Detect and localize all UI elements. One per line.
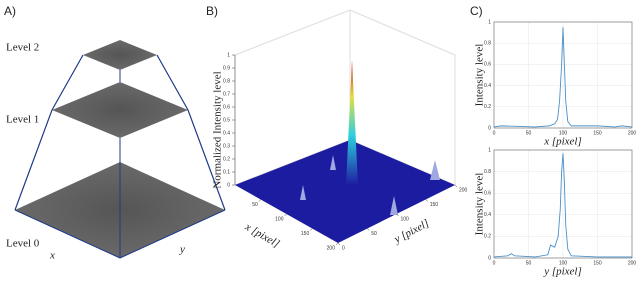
y-tick-label: 100 <box>401 216 410 222</box>
x-tick <box>310 228 313 231</box>
x-tick <box>258 199 261 202</box>
y-tick-label: 0.2 <box>484 104 491 110</box>
x-tick-label: 200 <box>628 130 637 136</box>
y-tick <box>396 213 399 217</box>
level-label: Level 1 <box>6 114 39 126</box>
y-tick-label: 0 <box>342 245 345 251</box>
x-tick-label: 150 <box>301 231 310 237</box>
y-tick-label: 50 <box>371 231 377 237</box>
surface-floor <box>235 140 455 243</box>
x-tick <box>335 242 339 246</box>
y-tick <box>454 184 458 188</box>
noise-peak <box>330 155 336 170</box>
x-axis-label: x [pixel] <box>242 221 281 251</box>
plot-frame <box>493 21 633 129</box>
x-axis-label: x [pixel] <box>543 136 582 148</box>
level-1-plane <box>52 82 188 138</box>
y-tick <box>337 242 341 246</box>
surface-peak <box>346 60 358 185</box>
z-tick-label: 0.1 <box>223 169 230 175</box>
edge-line <box>156 54 226 211</box>
y-tick-label: 1 <box>488 19 491 25</box>
z-tick-label: 0.7 <box>223 91 230 97</box>
axis-line <box>14 209 121 259</box>
level-label: Level 2 <box>6 42 39 54</box>
y-axis-label: Intensity level <box>474 44 486 107</box>
axis-line <box>119 209 226 259</box>
x-tick-label: 150 <box>593 130 602 136</box>
panel-label: A) <box>4 4 16 18</box>
y-tick-label: 0.8 <box>484 169 491 175</box>
z-tick-label: 0 <box>227 182 230 188</box>
noise-peak <box>300 185 306 200</box>
z-tick-label: 0.9 <box>223 65 230 71</box>
panel-label: C) <box>470 4 483 18</box>
z-tick-label: 0.6 <box>223 104 230 110</box>
data-line <box>493 153 632 258</box>
panel-label: B) <box>206 4 218 18</box>
y-tick-label: 0.6 <box>484 191 491 197</box>
y-tick-label: 0.4 <box>484 83 491 89</box>
z-tick-label: 0.8 <box>223 78 230 84</box>
y-tick-label: 0 <box>488 255 491 261</box>
z-tick-label: 0.3 <box>223 143 230 149</box>
x-tick-label: 50 <box>526 260 532 266</box>
x-tick-label: 50 <box>252 202 258 208</box>
y-tick-label: 1 <box>488 147 491 153</box>
z-tick-label: 1 <box>227 52 230 58</box>
x-tick-label: 100 <box>559 130 568 136</box>
z-tick-label: 0.2 <box>223 156 230 162</box>
x-tick-label: 200 <box>327 245 336 251</box>
x-tick-label: 0 <box>493 130 496 136</box>
z-tick-label: 0.5 <box>223 117 230 123</box>
level-label: Level 0 <box>6 238 40 250</box>
y-tick-label: 0.6 <box>484 62 491 68</box>
axis-label: y <box>179 244 185 256</box>
y-tick <box>425 199 428 202</box>
edge-line <box>14 54 84 211</box>
z-tick-label: 0.4 <box>223 130 230 136</box>
x-tick-label: 100 <box>559 260 568 266</box>
y-tick-label: 0.8 <box>484 41 491 47</box>
x-tick <box>284 213 287 217</box>
y-tick-label: 0.4 <box>484 212 491 218</box>
axis-label: x <box>49 250 55 262</box>
surface-noise <box>300 155 440 215</box>
pyramid <box>14 40 226 259</box>
y-axis-label: y [pixel] <box>391 217 431 246</box>
y-axis-label: Intensity level <box>474 173 486 236</box>
z-axis-label: Normalized Intensity level <box>212 71 224 188</box>
y-tick-label: 150 <box>430 202 439 208</box>
x-tick-label: 50 <box>526 130 532 136</box>
x-tick-label: 200 <box>628 260 637 266</box>
y-tick-label: 200 <box>459 187 468 193</box>
noise-peak <box>390 196 398 215</box>
x-tick-label: 100 <box>275 216 284 222</box>
x-tick-label: 0 <box>493 260 496 266</box>
y-tick-label: 0 <box>488 125 491 131</box>
data-line <box>493 27 633 128</box>
y-tick-label: 0.2 <box>484 234 491 240</box>
level-2-plane <box>83 40 157 70</box>
x-axis-label: y [pixel] <box>543 266 582 278</box>
y-tick <box>367 228 370 231</box>
box-edge <box>234 9 456 185</box>
plot-frame <box>493 149 633 259</box>
noise-peak <box>430 160 440 180</box>
x-tick-label: 150 <box>593 260 602 266</box>
